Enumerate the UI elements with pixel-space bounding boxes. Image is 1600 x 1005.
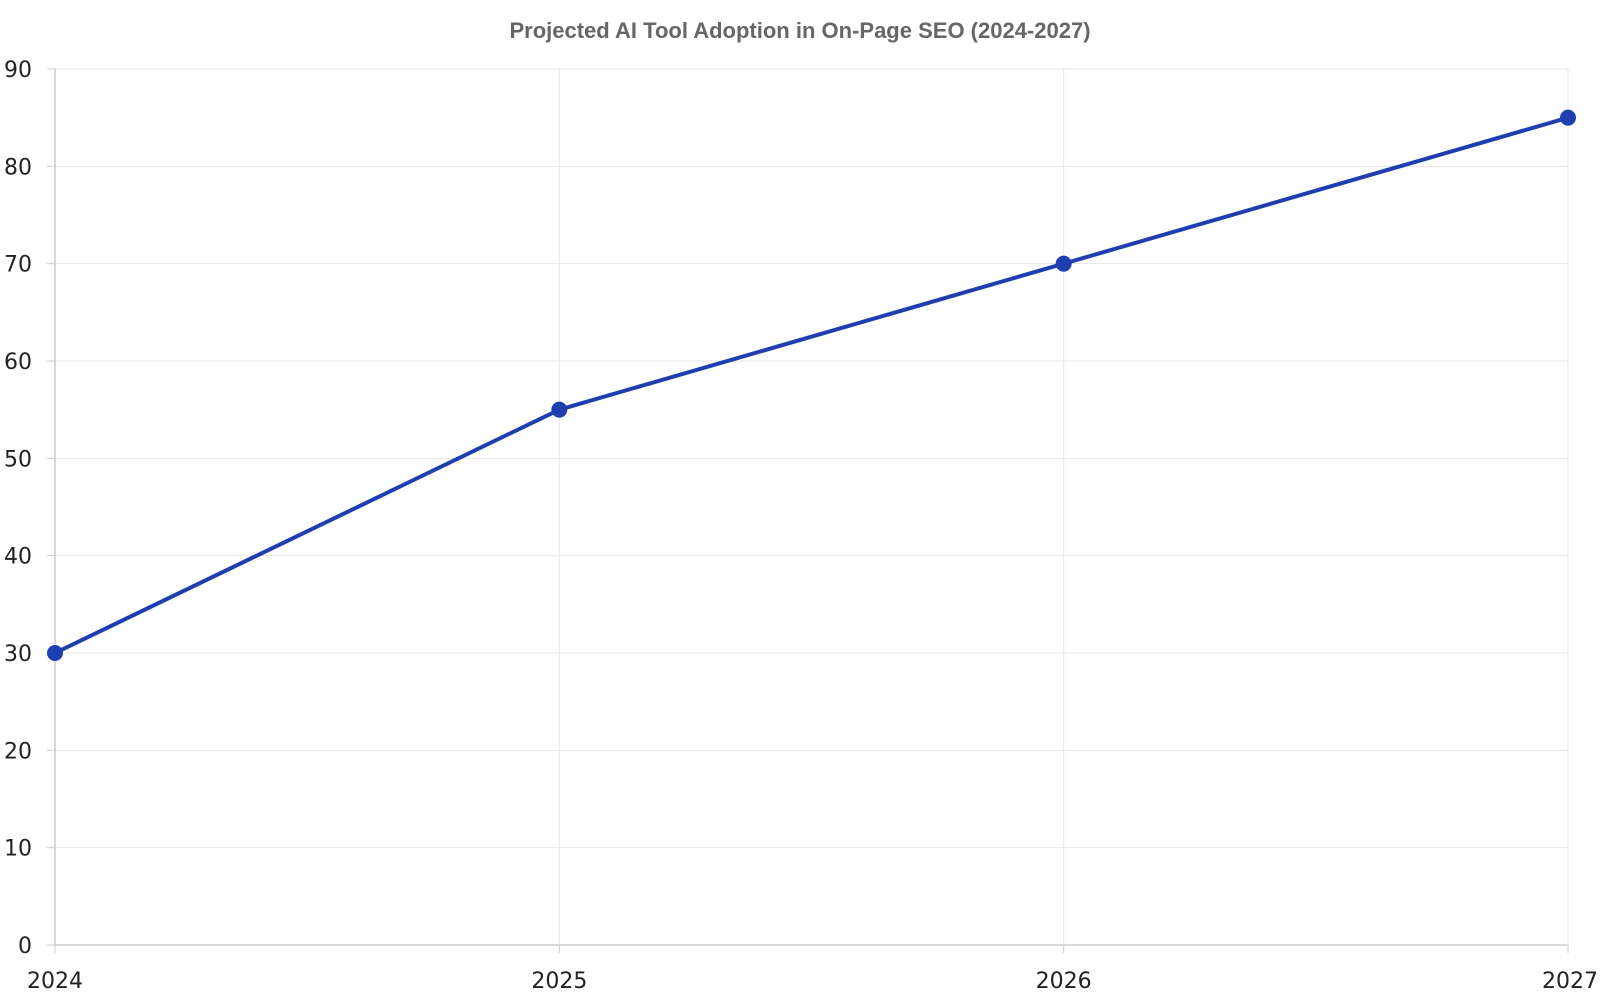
series-layer <box>47 109 1576 661</box>
data-point <box>47 645 63 661</box>
axis-layer <box>47 68 1569 953</box>
y-tick-label: 30 <box>4 642 32 667</box>
grid-layer <box>55 68 1569 945</box>
y-tick-label: 20 <box>4 739 32 764</box>
data-point <box>1055 255 1072 272</box>
y-tick-label: 0 <box>18 934 32 959</box>
y-tick-label: 90 <box>4 58 32 83</box>
data-point <box>551 401 568 418</box>
series-line <box>53 115 1570 655</box>
x-tick-label: 2027 <box>1542 969 1598 994</box>
tick-label-layer: 0 10 20 30 40 50 60 70 80 90 2024 2025 2026 2027 <box>4 58 1598 994</box>
y-tick-label: 70 <box>4 253 32 278</box>
y-tick-label: 10 <box>4 837 32 862</box>
y-tick-label: 40 <box>4 545 32 570</box>
y-tick-label: 50 <box>4 447 32 472</box>
chart-title: Projected AI Tool Adoption in On-Page SE… <box>509 18 1091 43</box>
x-tick-label: 2024 <box>27 969 83 994</box>
y-tick-label: 80 <box>4 155 32 180</box>
y-tick-label: 60 <box>4 350 32 375</box>
x-tick-label: 2025 <box>531 969 587 994</box>
data-point <box>1560 109 1576 126</box>
x-tick-label: 2026 <box>1036 969 1092 994</box>
